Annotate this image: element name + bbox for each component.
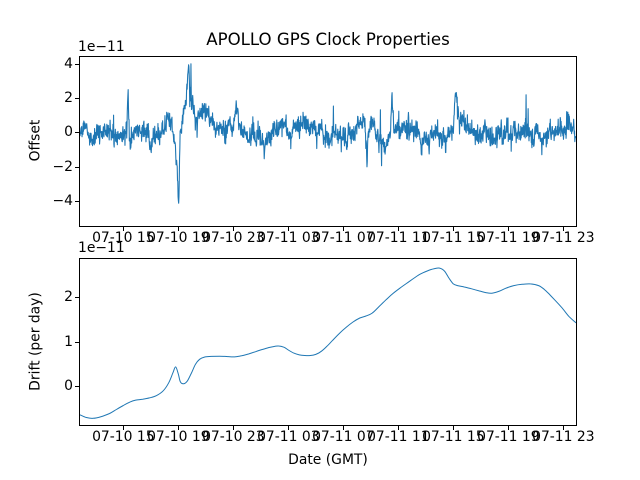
x-tick — [452, 227, 454, 231]
x-tick-label: 07-11 11 — [367, 230, 430, 246]
y-tick-label: 0 — [64, 377, 73, 394]
x-tick-label: 07-10 15 — [92, 429, 155, 445]
x-tick — [287, 227, 289, 231]
x-tick-label: 07-11 15 — [422, 429, 485, 445]
drift-exponent-label: 1e−11 — [78, 240, 125, 256]
x-tick — [177, 227, 179, 231]
x-tick — [122, 426, 124, 430]
x-tick — [562, 426, 564, 430]
x-tick-label: 07-10 19 — [147, 429, 210, 445]
y-tick-label: 4 — [64, 56, 73, 73]
x-tick — [287, 426, 289, 430]
x-tick-label: 07-10 23 — [202, 230, 265, 246]
x-tick-label: 07-11 23 — [532, 230, 595, 246]
figure-title: APOLLO GPS Clock Properties — [206, 30, 450, 49]
x-tick-label: 07-10 23 — [202, 429, 265, 445]
y-tick — [75, 64, 79, 66]
offset-exponent-label: 1e−11 — [78, 39, 125, 55]
x-tick — [232, 426, 234, 430]
x-tick-label: 07-11 19 — [477, 230, 540, 246]
x-tick — [452, 426, 454, 430]
x-tick-label: 07-10 15 — [92, 230, 155, 246]
y-tick — [75, 200, 79, 202]
y-tick-label: 1 — [64, 333, 73, 350]
y-tick — [75, 98, 79, 100]
x-tick — [397, 227, 399, 231]
offset-series-line — [80, 63, 576, 204]
y-tick-label: −2 — [52, 158, 73, 175]
x-tick — [122, 227, 124, 231]
y-tick — [75, 132, 79, 134]
drift-plot-area — [80, 267, 576, 419]
x-tick-label: 07-10 19 — [147, 230, 210, 246]
x-tick — [177, 426, 179, 430]
x-tick — [507, 227, 509, 231]
y-tick-label: 2 — [64, 289, 73, 306]
x-tick-label: 07-11 11 — [367, 429, 430, 445]
x-tick-label: 07-11 23 — [532, 429, 595, 445]
x-tick-label: 07-11 07 — [312, 230, 375, 246]
y-tick-label: 2 — [64, 90, 73, 107]
y-tick-label: 0 — [64, 124, 73, 141]
x-tick-label: 07-11 15 — [422, 230, 485, 246]
x-axis-label: Date (GMT) — [288, 452, 368, 468]
x-tick — [397, 426, 399, 430]
offset-axes — [79, 56, 577, 227]
y-tick — [75, 385, 79, 387]
x-tick — [342, 426, 344, 430]
x-tick — [507, 426, 509, 430]
offset-plot-area — [80, 63, 576, 204]
drift-series-line — [80, 267, 576, 419]
x-tick-label: 07-11 19 — [477, 429, 540, 445]
x-tick — [342, 227, 344, 231]
y-tick-label: −4 — [52, 192, 73, 209]
x-tick — [562, 227, 564, 231]
y-tick — [75, 297, 79, 299]
y-tick — [75, 341, 79, 343]
x-tick-label: 07-11 03 — [257, 230, 320, 246]
x-tick — [232, 227, 234, 231]
x-tick-label: 07-11 07 — [312, 429, 375, 445]
y-tick — [75, 166, 79, 168]
x-tick-label: 07-11 03 — [257, 429, 320, 445]
drift-axes — [79, 258, 577, 426]
